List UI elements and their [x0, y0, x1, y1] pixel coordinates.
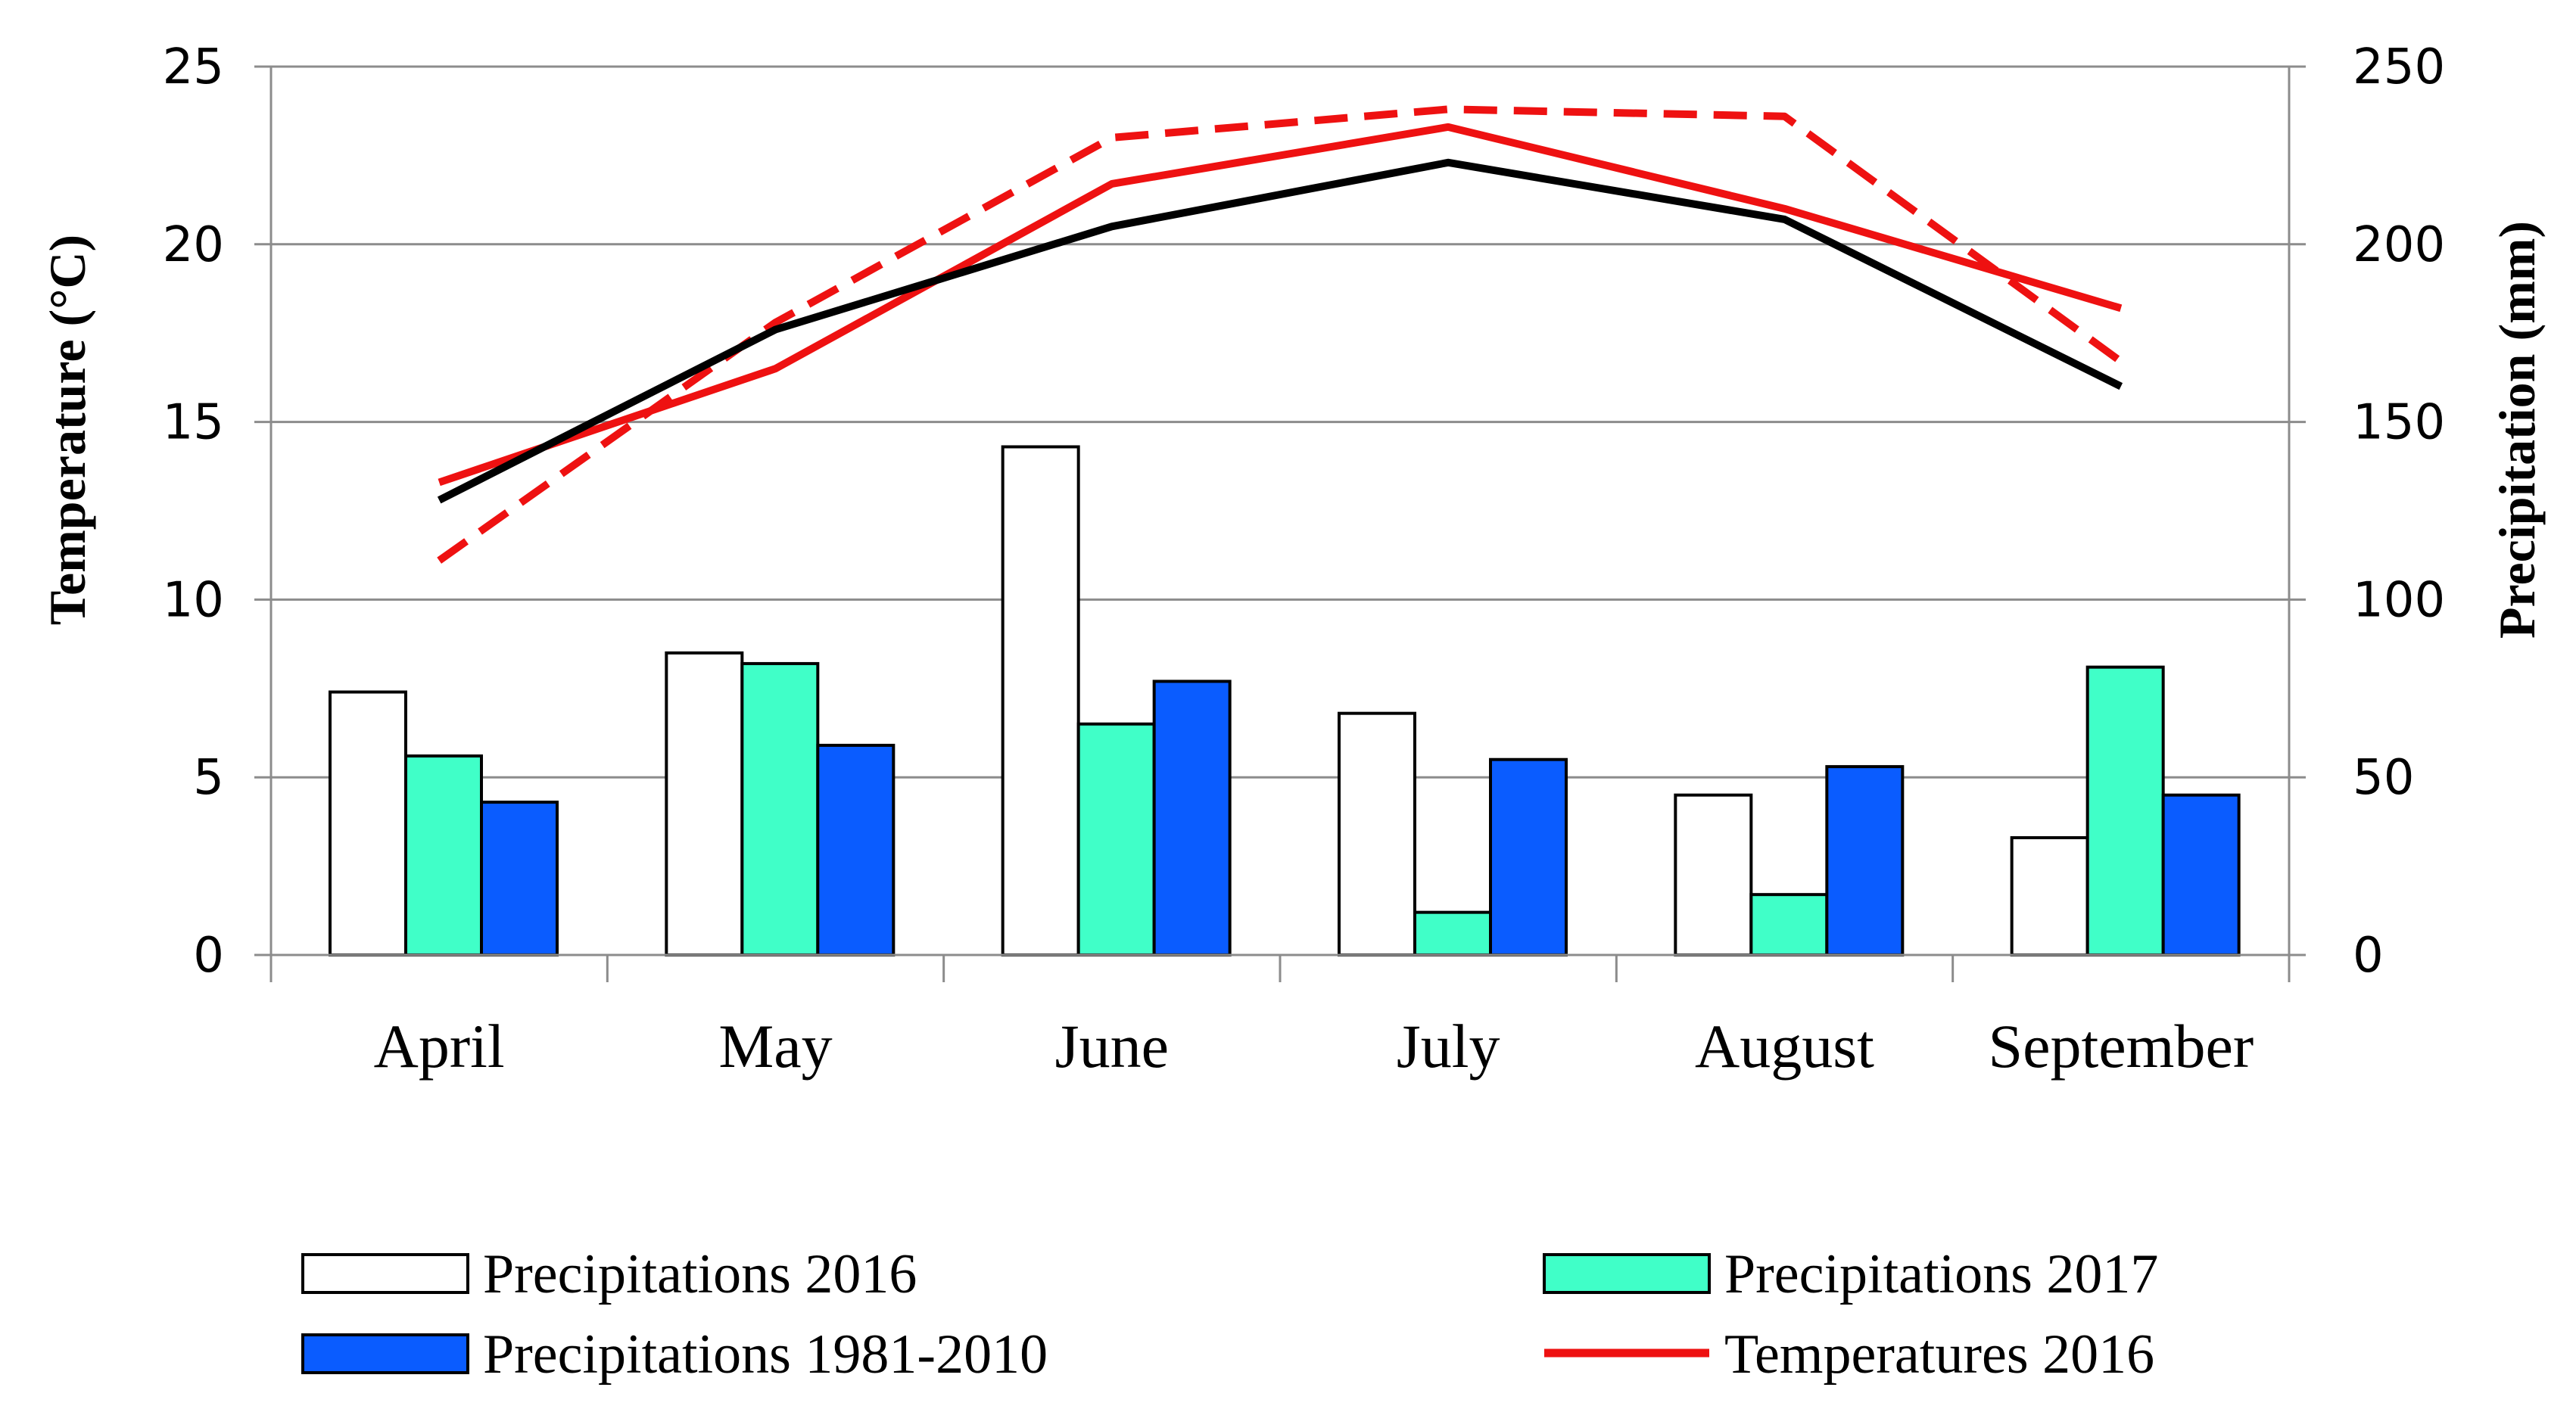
- bar-precipitations-1981-2010-july: [1489, 757, 1568, 956]
- line-series-1: [438, 123, 2123, 487]
- left-tick-label: 20: [163, 217, 224, 273]
- legend-label: Precipitations 2016: [483, 1243, 917, 1305]
- line-group: [437, 105, 2123, 564]
- left-tick-label: 10: [163, 572, 224, 628]
- category-label-august: August: [1695, 1012, 1874, 1081]
- right-tick-label: 100: [2353, 572, 2445, 628]
- left-tick-label: 5: [193, 750, 224, 806]
- right-tick-label: 0: [2353, 928, 2384, 984]
- legend-label: Precipitations 1981-2010: [483, 1323, 1048, 1386]
- bar-precipitations-2016-june: [1001, 445, 1080, 956]
- bar-group: [329, 445, 2241, 957]
- category-label-april: April: [374, 1012, 505, 1081]
- left-tick-label: 25: [163, 39, 224, 95]
- legend-label: Precipitations 2017: [1724, 1243, 2158, 1305]
- category-label-july: July: [1397, 1012, 1500, 1081]
- axes: [254, 65, 2306, 982]
- legend-swatch: [301, 1333, 469, 1374]
- category-label-may: May: [718, 1012, 832, 1081]
- legend: Precipitations 2016 Precipitations 2017 Pr…: [301, 1243, 2158, 1386]
- bar-precipitations-2017-may: [740, 661, 820, 956]
- left-axis-label: Temperature (°C): [39, 235, 96, 625]
- bar-precipitations-1981-2010-june: [1152, 680, 1232, 957]
- legend-swatch: [301, 1253, 469, 1294]
- right-tick-label: 150: [2353, 395, 2445, 451]
- category-label-june: June: [1055, 1012, 1169, 1081]
- category-label-september: September: [1988, 1012, 2254, 1081]
- bar-precipitations-1981-2010-april: [480, 801, 559, 957]
- bar-precipitations-2017-july: [1413, 910, 1492, 956]
- left-tick-label: 0: [193, 928, 224, 984]
- bar-precipitations-2017-september: [2085, 665, 2165, 957]
- right-axis-label: Precipitation (mm): [2488, 221, 2546, 639]
- right-tick-label: 50: [2353, 750, 2414, 806]
- bar-precipitations-2016-may: [665, 651, 744, 957]
- legend-swatch: [1543, 1253, 1711, 1294]
- right-axis-ticks: 0 50 100 150 200 250: [2353, 39, 2445, 984]
- line-series-2: [437, 105, 2123, 564]
- bar-precipitations-2016-august: [1674, 793, 1753, 957]
- bar-precipitations-2016-april: [329, 690, 407, 956]
- line-series-3: [437, 158, 2123, 504]
- category-labels: April May June July August September: [374, 1012, 2254, 1081]
- legend-label: Temperatures 2016: [1724, 1323, 2154, 1386]
- right-tick-label: 200: [2353, 217, 2445, 273]
- bar-precipitations-1981-2010-august: [1825, 765, 1905, 956]
- bar-precipitations-2016-july: [1338, 711, 1416, 956]
- bar-precipitations-2017-april: [404, 754, 483, 956]
- bar-precipitations-1981-2010-september: [2161, 793, 2241, 957]
- bar-precipitations-2017-august: [1749, 893, 1829, 956]
- bar-precipitations-2017-june: [1076, 722, 1156, 956]
- bar-precipitations-1981-2010-may: [816, 743, 896, 956]
- right-tick-label: 250: [2353, 39, 2445, 95]
- left-axis-ticks: 0 5 10 15 20 25: [163, 39, 224, 984]
- bar-precipitations-2016-september: [2010, 836, 2089, 956]
- left-tick-label: 15: [163, 395, 224, 451]
